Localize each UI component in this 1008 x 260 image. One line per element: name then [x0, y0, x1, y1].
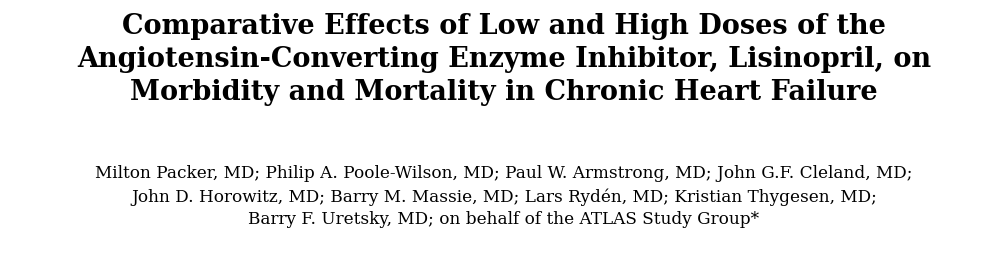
- Text: Milton Packer, MD; Philip A. Poole-Wilson, MD; Paul W. Armstrong, MD; John G.F. : Milton Packer, MD; Philip A. Poole-Wilso…: [95, 165, 913, 228]
- Text: Comparative Effects of Low and High Doses of the
Angiotensin-Converting Enzyme I: Comparative Effects of Low and High Dose…: [77, 13, 931, 106]
